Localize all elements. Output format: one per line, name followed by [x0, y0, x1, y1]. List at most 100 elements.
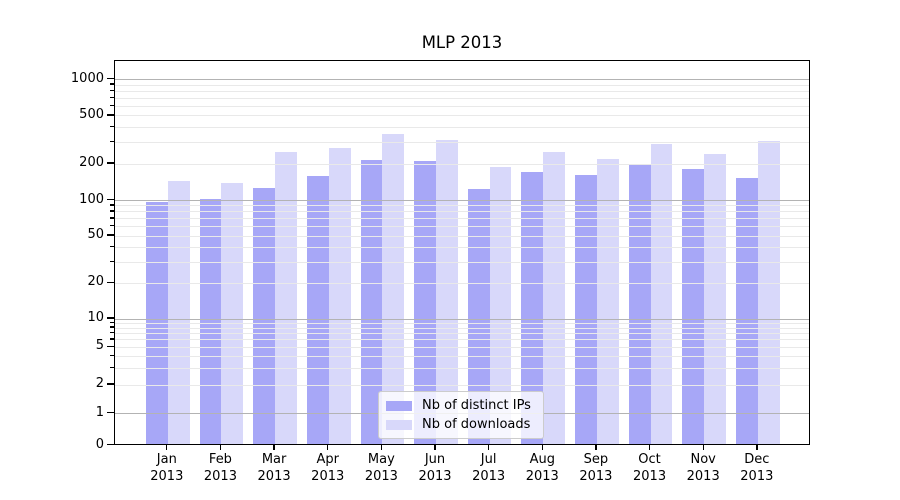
- gridline-minor: [115, 367, 809, 369]
- x-tick-label: Sep 2013: [579, 452, 613, 484]
- y-minor-tick-mark: [110, 125, 114, 128]
- y-tick-label: 0: [95, 436, 104, 452]
- y-minor-tick-mark: [110, 245, 114, 248]
- bar-distinct-ips-may: [360, 159, 383, 444]
- bar-downloads-apr: [328, 147, 351, 444]
- gridline-minor: [115, 115, 809, 117]
- y-tick-mark: [107, 77, 114, 80]
- y-tick-label: 10: [87, 310, 104, 325]
- gridline-minor: [115, 384, 809, 386]
- y-tick-label: 2: [95, 376, 104, 392]
- y-tick-label: 200: [79, 155, 104, 171]
- y-tick-label: 5: [95, 338, 104, 354]
- y-tick-mark: [107, 443, 114, 446]
- y-tick-label: 20: [87, 274, 104, 290]
- gridline-minor: [115, 90, 809, 92]
- gridline-minor: [115, 105, 809, 107]
- gridline-minor: [115, 261, 809, 263]
- bar-distinct-ips-oct: [628, 165, 651, 444]
- bar-downloads-feb: [221, 183, 244, 444]
- bar-downloads-mar: [275, 151, 297, 444]
- gridline-minor: [115, 339, 809, 341]
- gridline-minor: [115, 247, 809, 249]
- x-tick-mark: [273, 444, 275, 450]
- x-tick-mark: [756, 444, 758, 450]
- y-tick-label: 50: [87, 227, 104, 243]
- y-minor-tick-mark: [110, 217, 114, 219]
- gridline-minor: [115, 333, 809, 335]
- bar-distinct-ips-aug: [521, 171, 544, 444]
- gridline-minor: [115, 226, 809, 228]
- x-tick-label: Nov 2013: [686, 452, 720, 484]
- bar-distinct-ips-sep: [575, 175, 597, 444]
- x-tick-mark: [327, 444, 329, 450]
- y-minor-tick-mark: [110, 260, 114, 263]
- y-minor-tick-mark: [110, 366, 114, 369]
- grid-layer: [115, 61, 809, 444]
- legend-swatch-downloads-icon: [386, 419, 412, 430]
- legend-item-downloads: Nb of downloads: [386, 415, 531, 434]
- gridline-minor: [115, 218, 809, 220]
- x-tick-mark: [541, 444, 543, 450]
- gridline-minor: [115, 356, 809, 358]
- legend-swatch-distinct-ips-icon: [386, 400, 412, 411]
- bar-distinct-ips-feb: [199, 199, 222, 444]
- y-minor-tick-mark: [110, 345, 114, 348]
- y-tick-label: 500: [79, 106, 104, 122]
- legend-label-downloads: Nb of downloads: [422, 417, 531, 432]
- x-tick-label: May 2013: [364, 452, 398, 484]
- x-tick-label: Aug 2013: [525, 452, 559, 484]
- y-tick-label: 1000: [70, 70, 104, 86]
- legend: Nb of distinct IPs Nb of downloads: [378, 391, 544, 439]
- bar-downloads-may: [382, 133, 405, 444]
- x-tick-mark: [166, 444, 168, 450]
- gridline-minor: [115, 235, 809, 237]
- bar-downloads-aug: [543, 151, 566, 444]
- x-tick-mark: [487, 444, 490, 450]
- y-minor-tick-mark: [110, 234, 114, 236]
- y-minor-tick-mark: [110, 338, 114, 340]
- y-tick-mark: [107, 198, 114, 201]
- gridline-minor: [115, 282, 809, 284]
- y-minor-tick-mark: [110, 281, 114, 284]
- y-tick-label: 1: [95, 404, 104, 420]
- gridline-minor: [115, 163, 809, 165]
- x-tick-mark: [702, 444, 704, 450]
- y-minor-tick-mark: [110, 331, 114, 334]
- y-minor-tick-mark: [110, 354, 114, 357]
- gridline-minor: [115, 211, 809, 213]
- gridline-minor: [115, 97, 809, 99]
- y-minor-tick-mark: [110, 225, 114, 227]
- y-minor-tick-mark: [110, 96, 114, 98]
- y-minor-tick-mark: [110, 321, 114, 323]
- y-minor-tick-mark: [110, 383, 114, 385]
- y-minor-tick-mark: [110, 104, 114, 107]
- x-tick-label: Mar 2013: [257, 452, 291, 484]
- x-tick-label: Apr 2013: [311, 452, 345, 484]
- gridline-minor: [115, 127, 809, 129]
- y-tick-mark: [107, 411, 114, 414]
- x-tick-label: Jul 2013: [472, 452, 506, 484]
- gridline-minor: [115, 142, 809, 144]
- bar-downloads-sep: [596, 158, 619, 444]
- x-tick-label: Oct 2013: [633, 452, 667, 484]
- y-tick-mark: [107, 317, 114, 319]
- y-minor-tick-mark: [110, 204, 114, 206]
- gridline-minor: [115, 327, 809, 329]
- gridline-major: [115, 200, 809, 201]
- y-minor-tick-mark: [110, 141, 114, 143]
- gridline-minor: [115, 322, 809, 324]
- y-minor-tick-mark: [110, 210, 114, 212]
- x-tick-label: Jan 2013: [150, 452, 184, 484]
- bar-distinct-ips-apr: [306, 175, 329, 444]
- gridline-minor: [115, 205, 809, 207]
- x-tick-mark: [434, 444, 436, 450]
- plot-area: [114, 60, 810, 445]
- y-minor-tick-mark: [110, 83, 114, 85]
- bar-distinct-ips-mar: [253, 187, 276, 444]
- y-minor-tick-mark: [110, 114, 114, 116]
- x-tick-mark: [380, 444, 383, 450]
- chart-title: MLP 2013: [421, 33, 503, 52]
- y-tick-label: 100: [79, 191, 104, 207]
- y-minor-tick-mark: [110, 162, 114, 164]
